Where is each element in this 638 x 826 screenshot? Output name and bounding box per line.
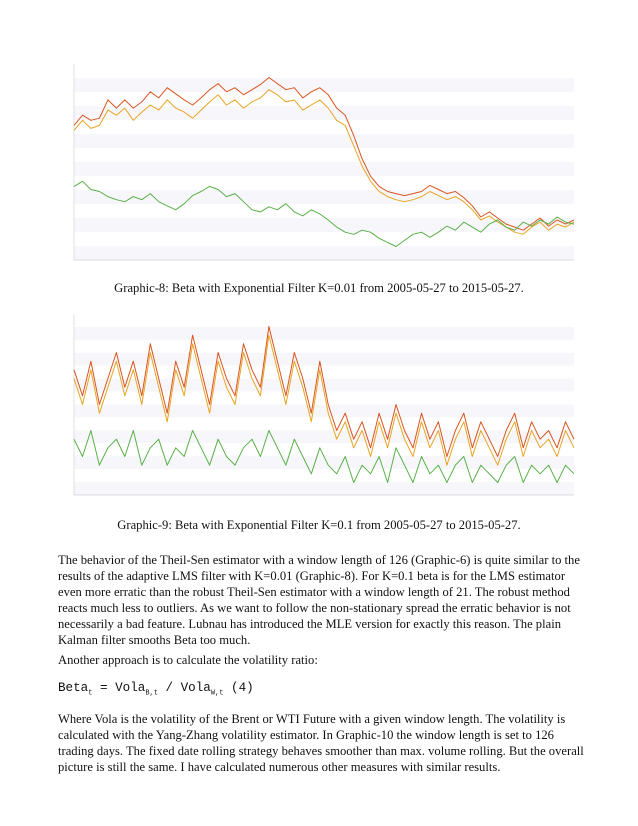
figure-caption-9: Graphic-9: Beta with Exponential Filter … (117, 518, 521, 532)
grid-band (74, 78, 574, 92)
formula-vola-b: = Vola (92, 681, 146, 695)
grid-band (74, 120, 574, 134)
grid-band (74, 443, 574, 457)
grid-band (74, 430, 574, 444)
grid-band (74, 134, 574, 148)
grid-band (74, 482, 574, 495)
body-paragraph-3: Where Vola is the volatility of the Bren… (58, 712, 584, 774)
grid-band (74, 106, 574, 120)
formula-beta-sub: t (88, 689, 93, 698)
formula-vola-b-sub: B,t (145, 689, 158, 698)
series-line-0 (73, 334, 575, 466)
formula-beta: Beta (58, 681, 89, 695)
grid-band (74, 148, 574, 162)
grid-band (74, 204, 574, 218)
grid-band (74, 391, 574, 405)
volatility-ratio-formula: Betat = VolaB,t / VolaW,t (4) (58, 681, 254, 698)
formula-equation-number: (4) (223, 681, 254, 695)
grid-band (74, 162, 574, 176)
beta-chart-k001-plot (60, 56, 578, 276)
grid-band (74, 190, 574, 204)
grid-band (74, 218, 574, 232)
grid-band (74, 176, 574, 190)
grid-band (74, 417, 574, 431)
grid-band (74, 326, 574, 340)
grid-band (74, 314, 574, 327)
grid-band (74, 339, 574, 353)
grid-band (74, 232, 574, 246)
series-line-2 (73, 430, 575, 483)
series-line-1 (73, 326, 575, 457)
grid-band (74, 404, 574, 418)
formula-vola-w: / Vola (157, 681, 211, 695)
figure-caption-8: Graphic-8: Beta with Exponential Filter … (114, 281, 524, 295)
grid-band (74, 365, 574, 379)
beta-chart-k01 (60, 306, 578, 511)
formula-vola-w-sub: W,t (210, 689, 224, 698)
body-paragraph-1: The behavior of the Theil-Sen estimator … (58, 553, 580, 647)
series-line-2 (73, 180, 575, 247)
beta-chart-k001 (60, 56, 578, 276)
grid-band (74, 246, 574, 260)
beta-chart-k01-plot (60, 306, 578, 511)
grid-band (74, 92, 574, 106)
grid-band (74, 64, 574, 78)
series-line-0 (73, 89, 575, 235)
series-line-1 (73, 77, 575, 231)
body-paragraph-2: Another approach is to calculate the vol… (58, 653, 318, 667)
